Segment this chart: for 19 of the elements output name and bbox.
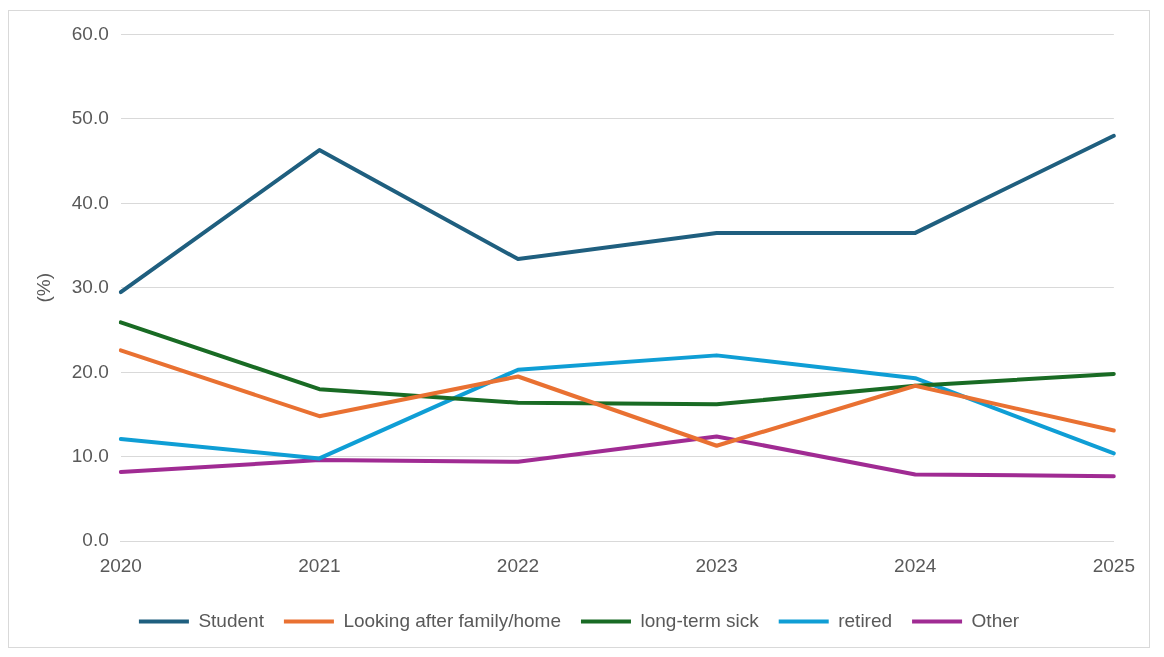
legend-label: retired [838,609,893,631]
legend-label: Looking after family/home [343,609,561,631]
x-tick-label: 2022 [496,554,540,576]
y-tick-label: 50.0 [71,107,109,129]
legend-label: Other [971,609,1020,631]
y-tick-label: 40.0 [71,191,109,213]
y-tick-label: 0.0 [82,529,109,551]
y-axis-title: (%) [32,273,54,303]
y-tick-label: 60.0 [71,22,109,44]
x-tick-label: 2024 [894,554,937,576]
x-tick-label: 2020 [99,554,142,576]
x-tick-label: 2025 [1092,554,1136,576]
y-tick-label: 10.0 [71,444,109,466]
y-tick-label: 30.0 [71,276,109,298]
x-tick-label: 2021 [298,554,341,576]
legend-label: long-term sick [640,609,760,631]
legend-label: Student [198,609,265,631]
x-tick-label: 2023 [695,554,738,576]
y-tick-label: 20.0 [71,360,109,382]
